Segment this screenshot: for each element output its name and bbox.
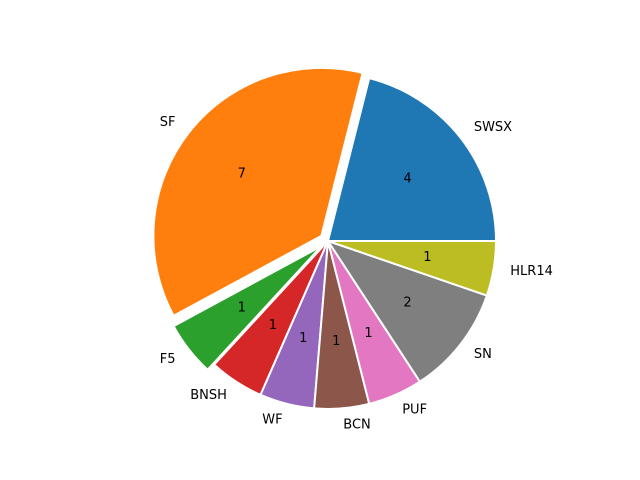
value-label: 1 — [238, 301, 246, 316]
category-label: WF — [262, 413, 282, 428]
category-label: SN — [474, 347, 492, 362]
pie-wedge — [172, 245, 323, 371]
value-label: 1 — [364, 326, 372, 341]
pie-wedge — [327, 240, 497, 297]
value-label: 1 — [332, 334, 340, 349]
value-label: 1 — [423, 250, 431, 265]
pie-wedge — [327, 240, 488, 383]
value-label: 1 — [299, 331, 307, 346]
pie-wedge — [327, 77, 497, 242]
category-label: BNSH — [190, 388, 227, 403]
value-label: 1 — [269, 318, 277, 333]
value-label: 4 — [403, 172, 411, 187]
category-label: SF — [160, 115, 176, 130]
pie-wedge — [152, 66, 364, 317]
category-label: PUF — [402, 403, 427, 418]
category-label: BCN — [343, 418, 371, 433]
category-label: HLR14 — [510, 264, 553, 279]
value-label: 7 — [238, 166, 246, 181]
category-label: SWSX — [474, 120, 512, 135]
value-label: 2 — [403, 295, 411, 310]
category-label: F5 — [160, 352, 176, 367]
